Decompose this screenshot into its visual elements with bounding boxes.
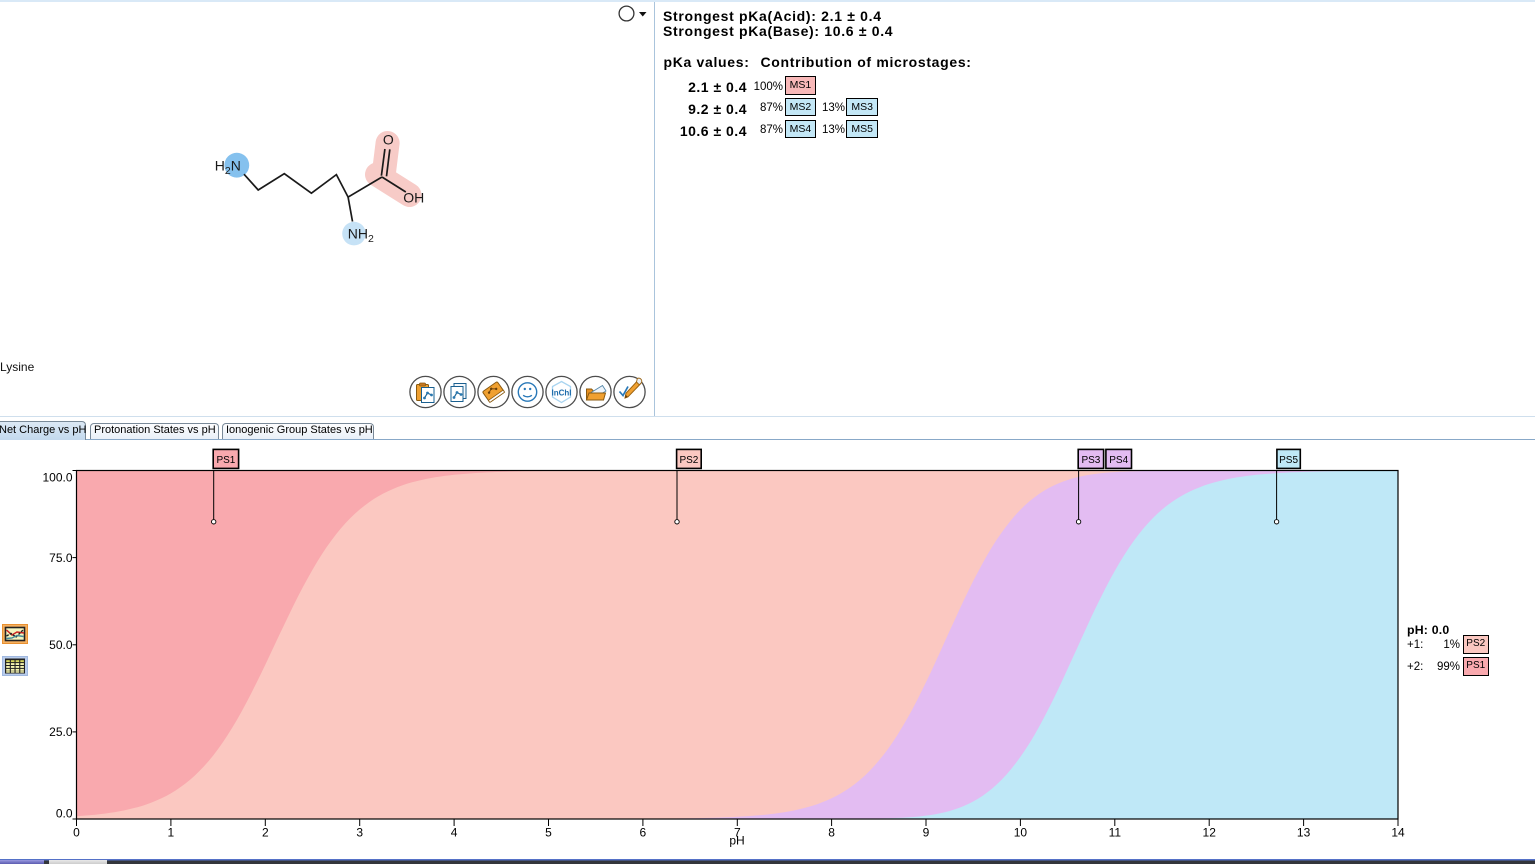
svg-text:1: 1: [168, 825, 175, 839]
svg-text:3: 3: [356, 825, 363, 839]
svg-text:2: 2: [262, 825, 269, 839]
svg-text:50.0: 50.0: [49, 638, 73, 652]
svg-text:H2N: H2N: [215, 157, 241, 177]
svg-text:14: 14: [1391, 825, 1405, 839]
svg-text:25.0: 25.0: [49, 725, 73, 739]
svg-text:9: 9: [923, 825, 930, 839]
svg-text:PS3: PS3: [1081, 455, 1100, 466]
svg-text:5: 5: [545, 825, 552, 839]
svg-text:PS2: PS2: [679, 455, 698, 466]
svg-text:PS5: PS5: [1279, 455, 1298, 466]
svg-text:pH: pH: [729, 834, 744, 848]
svg-text:4: 4: [451, 825, 458, 839]
svg-text:13: 13: [1297, 825, 1311, 839]
svg-text:InChI: InChI: [552, 389, 572, 398]
svg-text:11: 11: [1109, 825, 1122, 839]
svg-text:0.0: 0.0: [56, 807, 73, 821]
svg-text:NH2: NH2: [348, 226, 374, 246]
svg-text:100.0: 100.0: [42, 471, 72, 485]
svg-text:75.0: 75.0: [49, 551, 73, 565]
svg-text:10: 10: [1014, 825, 1028, 839]
svg-text:6: 6: [640, 825, 647, 839]
svg-text:PS1: PS1: [216, 455, 235, 466]
svg-text:12: 12: [1203, 825, 1217, 839]
svg-text:7: 7: [734, 825, 741, 839]
svg-text:OH: OH: [403, 190, 424, 206]
svg-text:O: O: [383, 132, 394, 148]
svg-text:PS4: PS4: [1109, 455, 1128, 466]
svg-text:0: 0: [73, 825, 80, 839]
svg-text:8: 8: [828, 825, 835, 839]
